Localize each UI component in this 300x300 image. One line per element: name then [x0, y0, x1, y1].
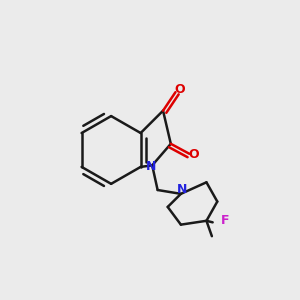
Text: F: F: [221, 214, 229, 227]
Text: N: N: [176, 183, 187, 196]
Text: O: O: [189, 148, 200, 161]
Text: O: O: [174, 83, 184, 96]
Text: N: N: [146, 160, 157, 172]
